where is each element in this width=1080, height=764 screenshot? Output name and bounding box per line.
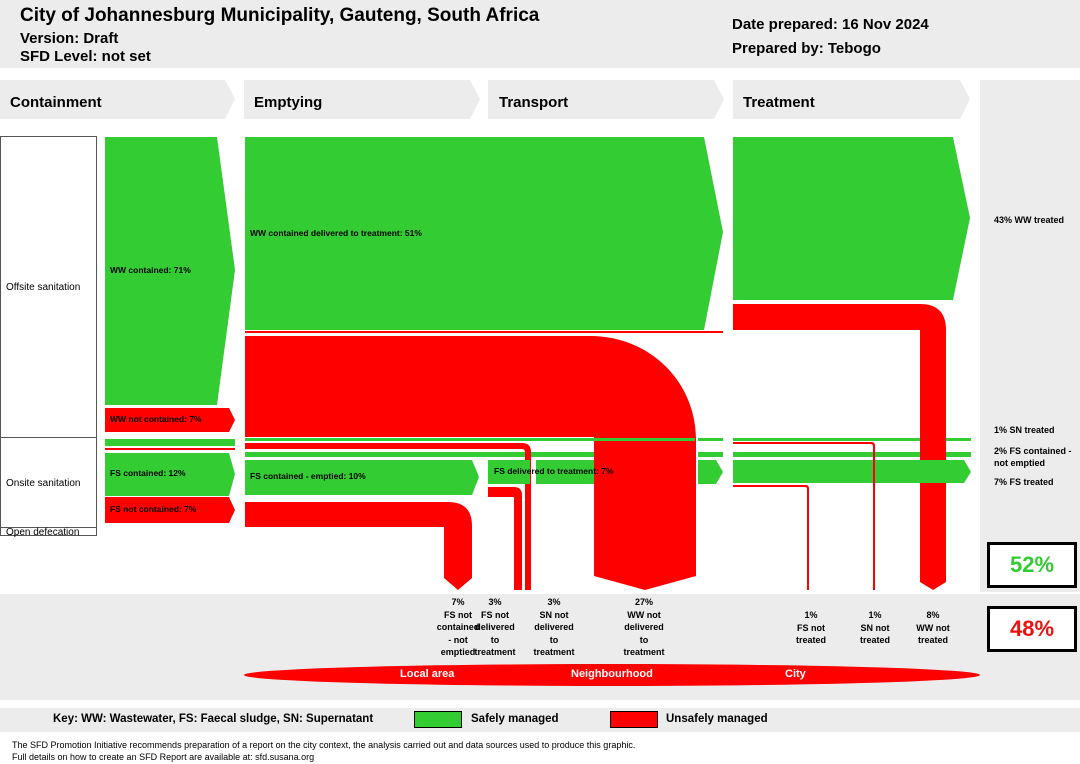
header-panel: [0, 0, 1080, 68]
safe-swatch: [414, 711, 462, 728]
fs-emptied-label: FS contained - emptied: 10%: [250, 471, 366, 481]
ww-delivered-thin-line: [245, 331, 723, 333]
fs-not-delivered-flow: [488, 487, 522, 590]
ww-delivered-label: WW contained delivered to treatment: 51%: [250, 228, 422, 238]
offsite-box: [0, 136, 97, 438]
loss-fs-not-treated: 1% FS not treated: [795, 610, 826, 645]
fs-not-emptied-strip-3: [733, 452, 971, 457]
loss-sn-not-treated: 1% SN not treated: [859, 610, 890, 645]
ww-not-contained-label: WW not contained: 7%: [110, 414, 202, 424]
ww-not-treated-flow: [733, 304, 946, 590]
ww-contained-label: WW contained: 71%: [110, 265, 191, 275]
stage-arrow-containment: [0, 80, 235, 119]
loss-ww-not-delivered: 27% WW not delivered to treatment: [623, 597, 665, 657]
ww-not-delivered-flow: [245, 336, 696, 590]
sfd-level-label: SFD Level: not set: [20, 48, 151, 65]
key-abbreviations: Key: WW: Wastewater, FS: Faecal sludge, …: [53, 713, 374, 725]
fs-treated-outcome: 7% FS treated: [994, 477, 1054, 487]
ww-not-contained-arrow: [105, 408, 235, 432]
onsite-box: [0, 437, 97, 528]
offsite-loss-strip: [105, 448, 235, 450]
fs-contained-arrow: [105, 453, 235, 496]
safe-key-label: Safely managed: [471, 713, 559, 725]
page-title: City of Johannesburg Municipality, Gaute…: [20, 5, 540, 26]
stage-arrow-emptying: [244, 80, 480, 119]
ww-contained-arrow: [105, 137, 235, 405]
fs-not-emptied-outcome: 2% FS contained - not emptied: [994, 446, 1072, 468]
sn-strip-emptying: [245, 438, 695, 441]
loss-sn-not-delivered: 3% SN not delivered to treatment: [533, 597, 575, 657]
fs-not-contained-label: FS not contained: 7%: [110, 504, 197, 514]
stage-label-treatment: Treatment: [743, 94, 815, 111]
sn-strip-treatment: [733, 438, 971, 441]
stage-label-containment: Containment: [10, 94, 102, 111]
zone-city: City: [785, 668, 806, 680]
open-defecation-label: Open defecation: [6, 527, 80, 538]
loss-fs-not-contained: 7% FS not contained - not emptied: [436, 597, 480, 657]
stage-label-emptying: Emptying: [254, 94, 323, 111]
footer-line-1: The SFD Promotion Initiative recommends …: [12, 740, 636, 750]
stage-arrow-transport: [488, 80, 724, 119]
fs-delivered-label: FS delivered to treatment: 7%: [494, 466, 614, 476]
fs-not-contained-arrow: [105, 497, 235, 523]
fs-delivered-arrow-c: [698, 460, 723, 484]
unsafe-key-label: Unsafely managed: [666, 713, 768, 725]
open-defecation-box: [0, 527, 97, 536]
sn-treated-outcome: 1% SN treated: [994, 425, 1055, 435]
fs-treated-arrow: [733, 460, 971, 483]
prepared-by: Prepared by: Tebogo: [732, 40, 881, 57]
version-label: Version: Draft: [20, 30, 119, 47]
fs-not-contained-flow: [245, 502, 472, 590]
fs-delivered-arrow-b: [536, 460, 594, 484]
unsafe-swatch: [610, 711, 658, 728]
stage-arrow-treatment: [733, 80, 970, 119]
ww-treated-outcome: 43% WW treated: [994, 215, 1065, 225]
fs-not-emptied-strip-2: [698, 452, 723, 457]
offsite-sanitation-label: Offsite sanitation: [6, 282, 81, 293]
stage-label-transport: Transport: [499, 94, 569, 111]
ww-delivered-arrow: [245, 137, 723, 330]
zone-ellipse: [244, 664, 980, 686]
fs-not-emptied-strip-1: [245, 452, 594, 457]
zone-local-area: Local area: [400, 668, 455, 680]
loss-ww-not-treated: 8% WW not treated: [916, 610, 950, 645]
outcome-column-bg: [980, 80, 1080, 592]
key-bar: [0, 708, 1080, 732]
fs-contained-label: FS contained: 12%: [110, 468, 186, 478]
fs-not-treated-line: [733, 485, 809, 590]
unsafe-percentage-box: 48%: [987, 606, 1077, 652]
onsite-sanitation-label: Onsite sanitation: [6, 478, 81, 489]
date-prepared: Date prepared: 16 Nov 2024: [732, 16, 929, 33]
offsite-sn-strip: [105, 439, 235, 446]
ww-treated-arrow: [733, 137, 970, 300]
sn-strip-transport: [698, 438, 723, 441]
loss-fs-not-delivered: 3% FS not delivered to treatment: [474, 597, 516, 657]
footer-line-2: Full details on how to create an SFD Rep…: [12, 752, 315, 762]
zone-neighbourhood: Neighbourhood: [571, 668, 653, 680]
safe-percentage-box: 52%: [987, 542, 1077, 588]
fs-emptied-arrow: [245, 460, 479, 495]
fs-delivered-arrow-a: [488, 460, 530, 484]
